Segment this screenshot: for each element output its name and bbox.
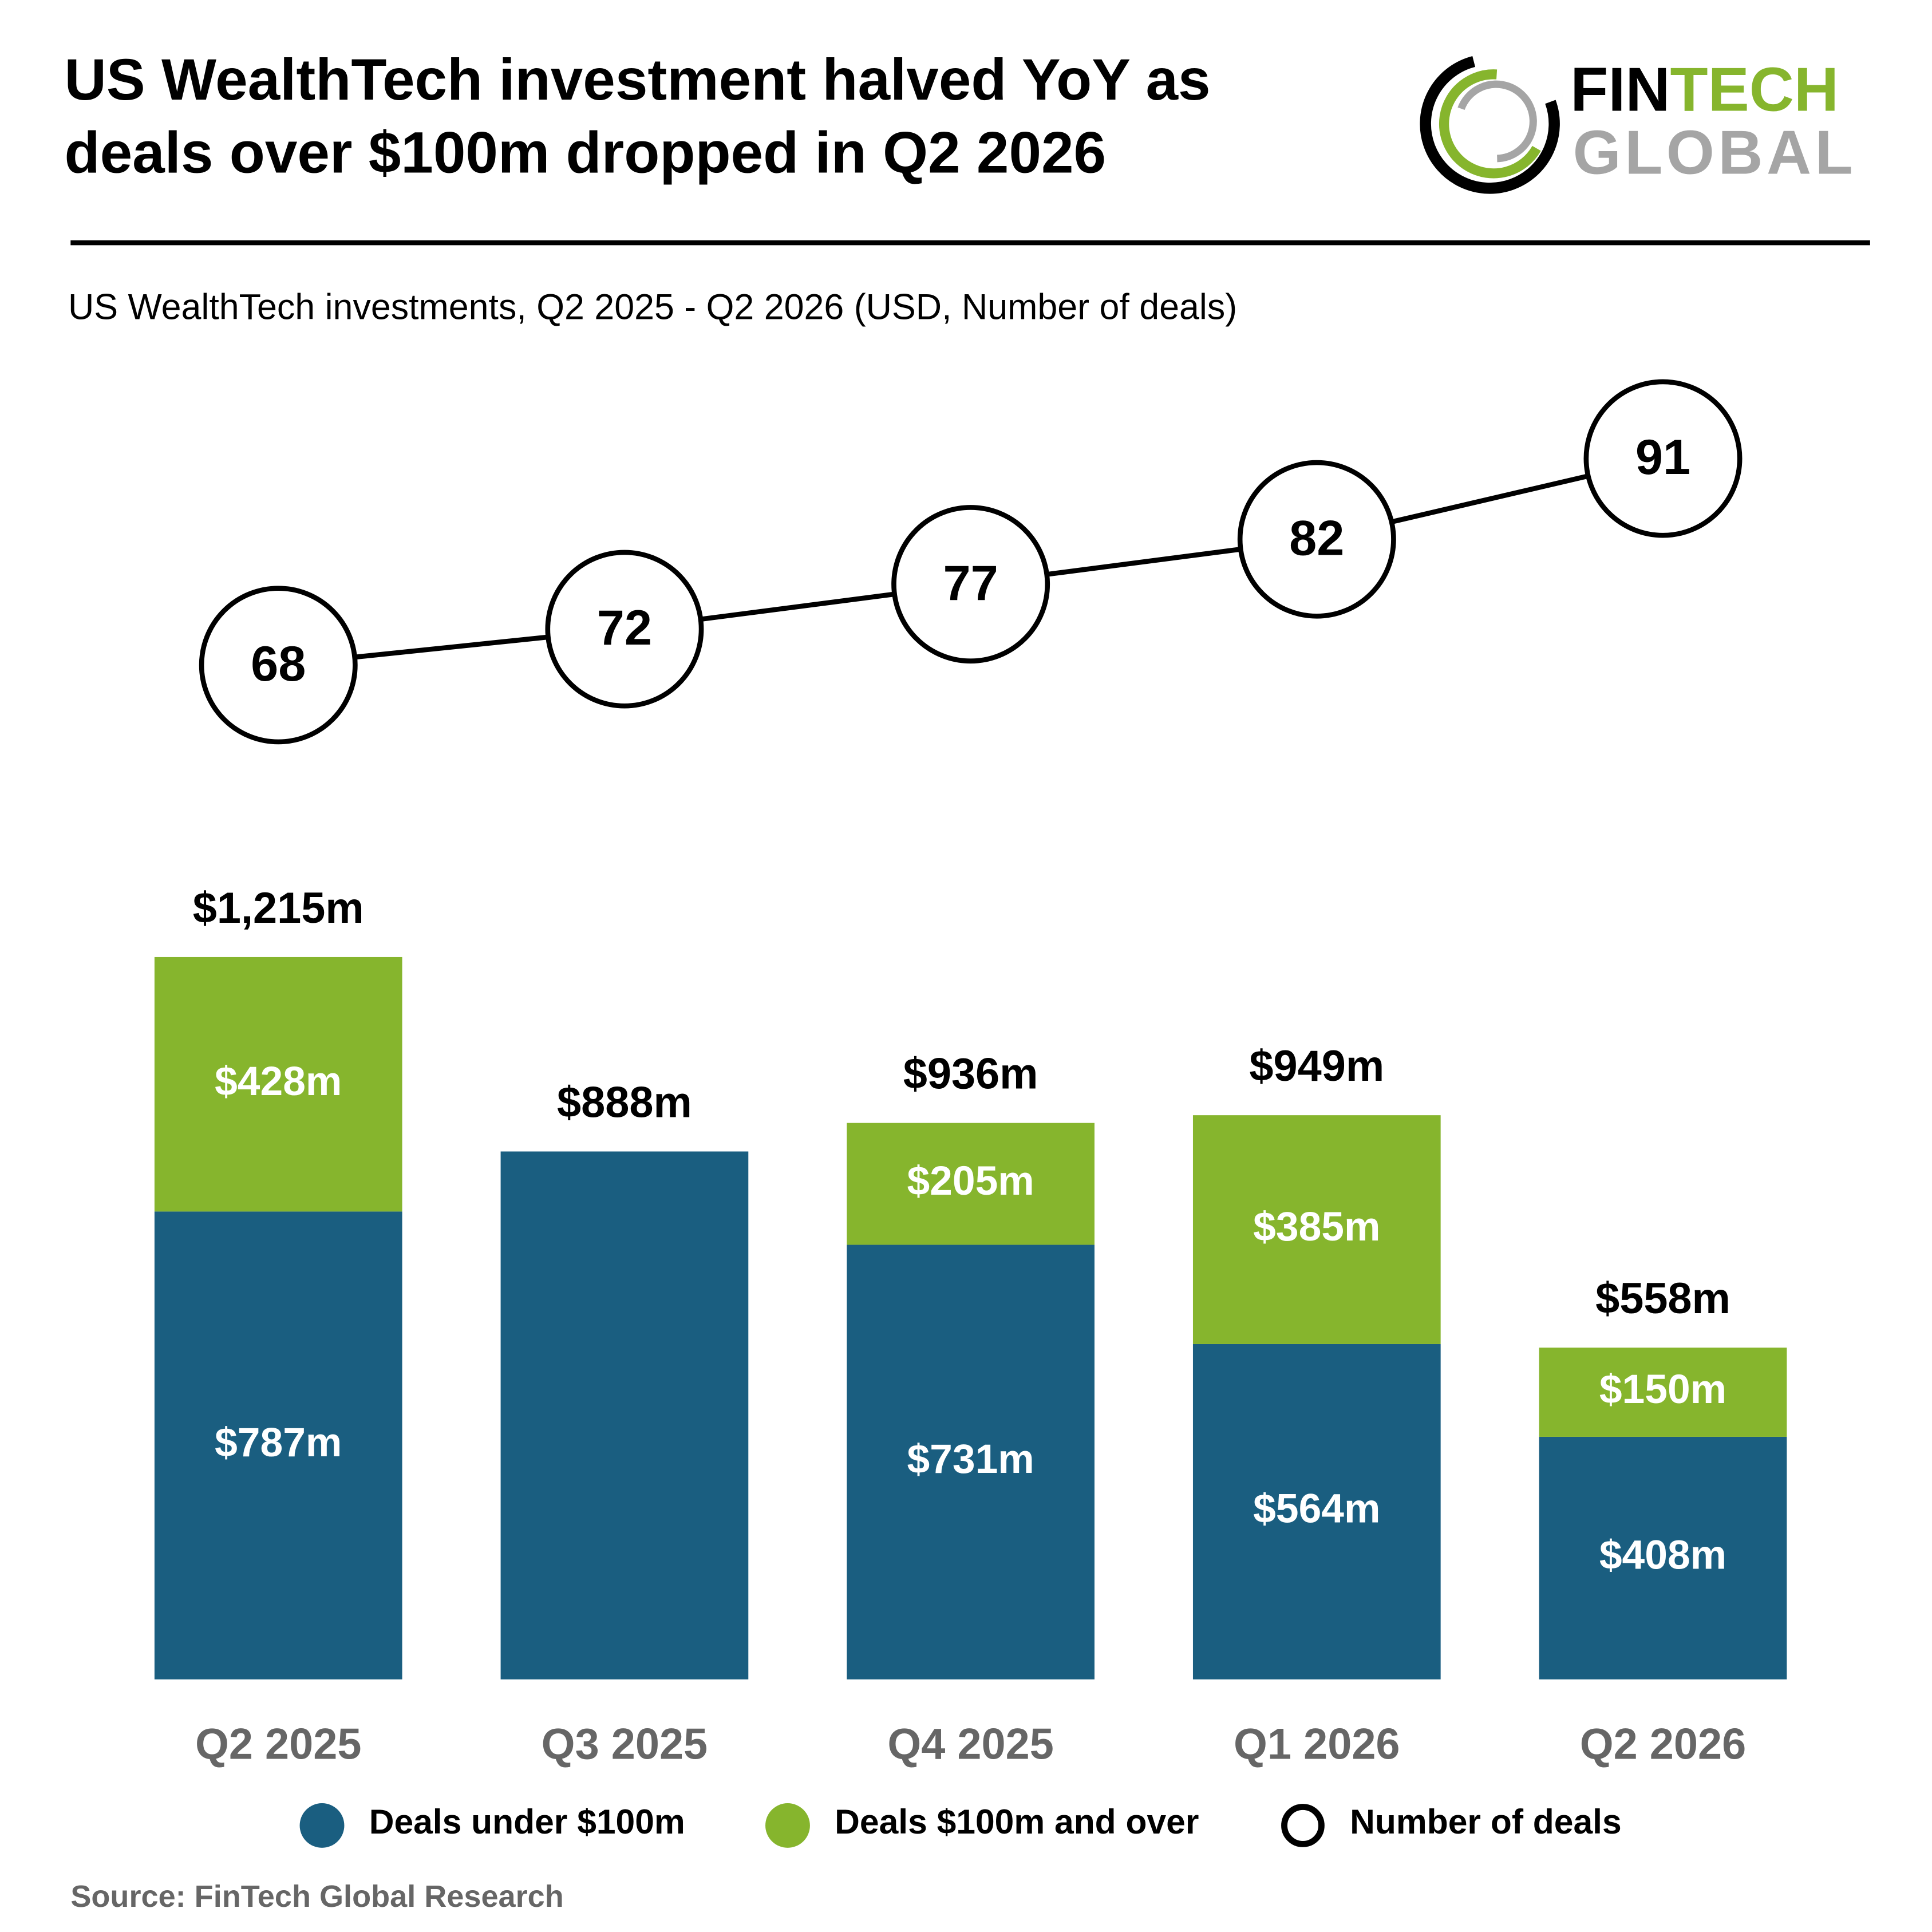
value-label: $428m — [215, 1058, 342, 1104]
value-label: $150m — [1599, 1366, 1726, 1412]
logo: FINTECH GLOBAL — [1420, 54, 1857, 194]
x-tick-label: Q3 2025 — [542, 1720, 708, 1769]
legend-label: Deals under $100m — [369, 1802, 685, 1841]
value-label: $408m — [1599, 1532, 1726, 1578]
logo-text: FIN — [1570, 54, 1670, 124]
subtitle: US WealthTech investments, Q2 2025 - Q2 … — [68, 287, 1237, 327]
value-label: $385m — [1253, 1204, 1380, 1250]
total-label: $888m — [557, 1078, 692, 1127]
x-tick-label: Q2 2026 — [1580, 1720, 1747, 1769]
title: US WealthTech investment halved YoY as — [65, 47, 1211, 112]
x-tick-label: Q4 2025 — [887, 1720, 1054, 1769]
x-tick-label: Q2 2025 — [195, 1720, 361, 1769]
title: deals over $100m dropped in Q2 2026 — [65, 120, 1107, 185]
bar-segment — [1539, 1436, 1787, 1680]
value-label: $731m — [907, 1436, 1034, 1482]
legend-swatch — [765, 1803, 810, 1848]
total-label: $558m — [1595, 1274, 1730, 1323]
value-label: 91 — [1635, 430, 1690, 485]
bar-segment — [1192, 1344, 1441, 1680]
total-label: $949m — [1249, 1042, 1384, 1091]
total-label: $936m — [903, 1050, 1038, 1099]
bar-segment — [154, 957, 402, 1212]
line-marker — [1237, 460, 1396, 619]
line-marker — [1583, 379, 1743, 538]
value-label: 77 — [943, 556, 998, 611]
value-label: $564m — [1253, 1486, 1380, 1532]
logo-ring — [1420, 54, 1560, 194]
bar-segment — [847, 1244, 1095, 1680]
legend-swatch — [1281, 1804, 1325, 1847]
legend-label: Number of deals — [1350, 1802, 1622, 1841]
legend-swatch — [299, 1803, 345, 1848]
bar-segment — [847, 1123, 1095, 1245]
value-label: $205m — [907, 1158, 1034, 1204]
value-label: 68 — [251, 637, 306, 692]
bar-segment — [1192, 1115, 1441, 1344]
source: Source: FinTech Global Research — [70, 1879, 563, 1914]
value-label: 72 — [597, 600, 652, 655]
line-marker — [545, 550, 704, 709]
value-label: 82 — [1289, 511, 1344, 566]
line-marker — [891, 505, 1050, 664]
logo-text: FINTECH — [1570, 54, 1839, 124]
bar-segment — [154, 1211, 402, 1680]
logo-text: TECH — [1670, 54, 1839, 124]
total-label: $1,215m — [193, 884, 364, 933]
logo-ring — [1439, 69, 1548, 179]
legend-label: Deals $100m and over — [835, 1802, 1199, 1841]
logo-text: GLOBAL — [1573, 117, 1857, 187]
x-tick-label: Q1 2026 — [1234, 1720, 1400, 1769]
value-label: $787m — [215, 1420, 342, 1465]
line-marker — [199, 586, 358, 745]
bar-segment — [500, 1151, 749, 1680]
bar-segment — [1539, 1348, 1787, 1437]
